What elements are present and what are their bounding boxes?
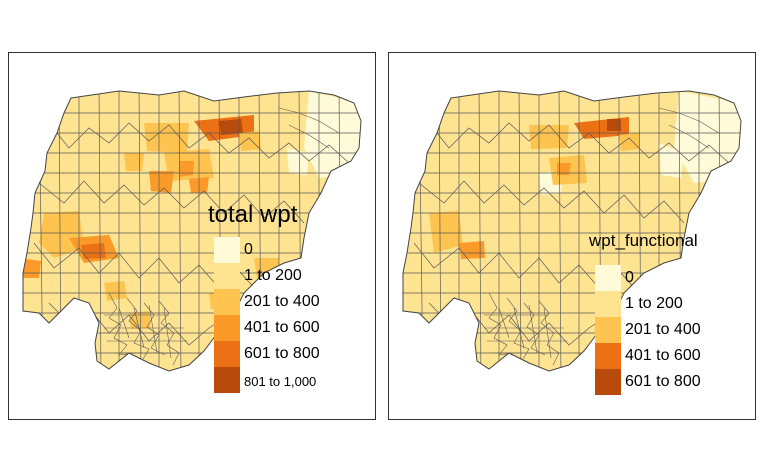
- legend-label: 601 to 800: [244, 345, 320, 362]
- legend-label: 0: [244, 241, 253, 258]
- legend-swatch: [214, 263, 240, 289]
- legend-swatch: [595, 317, 621, 343]
- legend-title: wpt_functional: [589, 231, 698, 250]
- legend-label: 801 to 1,000: [244, 374, 317, 389]
- legend-swatch: [214, 341, 240, 367]
- legend-label: 401 to 600: [625, 347, 701, 364]
- legend-title: total wpt: [208, 201, 298, 228]
- legend-label: 1 to 200: [244, 267, 302, 284]
- legend-swatch: [595, 291, 621, 317]
- legend-label: 201 to 400: [244, 293, 320, 310]
- map-panel-total-wpt: total wpt 0 1 to 200 201 to 400 401 to 6…: [8, 52, 376, 420]
- legend-label: 401 to 600: [244, 319, 320, 336]
- legend-swatch: [595, 265, 621, 291]
- legend-swatch: [214, 289, 240, 315]
- legend-label: 201 to 400: [625, 321, 701, 338]
- legend-label: 0: [625, 269, 634, 286]
- choropleth-map: [402, 90, 742, 372]
- legend-swatch: [595, 343, 621, 369]
- legend-swatch: [214, 367, 240, 393]
- legend-swatch: [214, 315, 240, 341]
- legend-label: 601 to 800: [625, 373, 701, 390]
- legend: wpt_functional 0 1 to 200 201 to 400 401…: [589, 231, 753, 401]
- legend-swatch: [595, 369, 621, 395]
- choropleth-map: [22, 90, 362, 372]
- map-panel-wpt-functional: wpt_functional 0 1 to 200 201 to 400 401…: [388, 52, 756, 420]
- legend-swatch: [214, 237, 240, 263]
- legend-label: 1 to 200: [625, 295, 683, 312]
- legend: total wpt 0 1 to 200 201 to 400 401 to 6…: [208, 201, 374, 401]
